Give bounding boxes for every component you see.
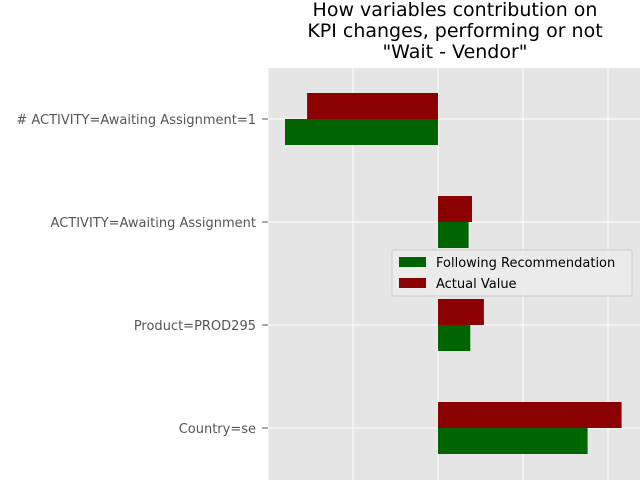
legend: Following Recommendation Actual Value [391,249,633,297]
bar-actual-2 [438,299,484,325]
y-tick-label: Country=se [179,422,256,437]
legend-swatch-actual [399,278,426,288]
bar-actual-1 [438,196,472,222]
legend-swatch-following [399,257,426,267]
legend-label-following: Following Recommendation [436,256,615,271]
bar-following-3 [438,428,588,454]
y-tick-labels: # ACTIVITY=Awaiting Assignment=1 ACTIVITY… [16,113,268,437]
bar-actual-3 [438,402,622,428]
bar-following-0 [285,119,438,145]
legend-label-actual: Actual Value [436,277,517,292]
y-tick-label: # ACTIVITY=Awaiting Assignment=1 [16,113,256,128]
bar-actual-0 [307,93,438,119]
legend-box [391,249,633,297]
bar-following-2 [438,325,471,351]
y-tick-label: ACTIVITY=Awaiting Assignment [51,216,256,231]
title-line-1: How variables contribution on [313,0,598,21]
title-line-3: "Wait - Vendor" [382,41,527,63]
chart-title: How variables contribution on KPI change… [307,0,602,63]
y-tick-label: Product=PROD295 [134,319,256,334]
bars [285,93,622,454]
bar-following-1 [438,222,469,248]
title-line-2: KPI changes, performing or not [307,20,602,42]
